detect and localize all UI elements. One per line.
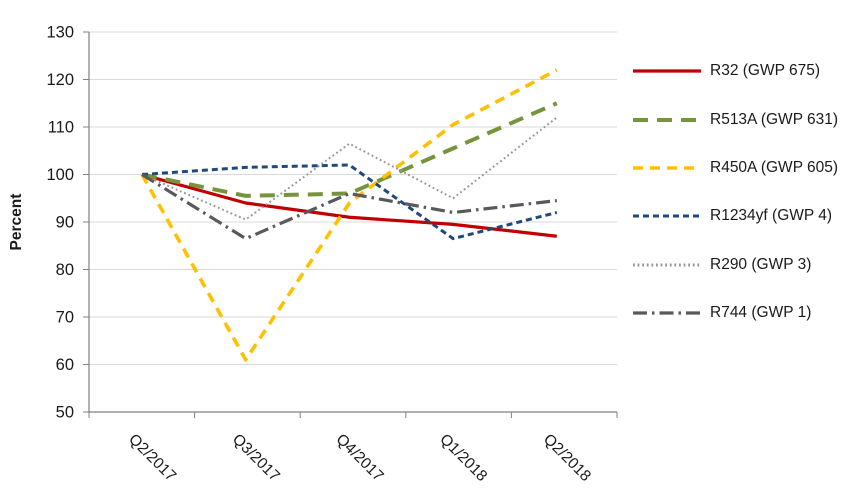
legend-label: R450A (GWP 605) [710, 158, 839, 176]
x-tick-label: Q1/2018 [436, 431, 490, 485]
legend-item: R32 (GWP 675) [630, 47, 845, 95]
legend-line-swatch [633, 263, 701, 267]
x-tick-label: Q3/2017 [229, 431, 283, 485]
legend-label: R513A (GWP 631) [710, 110, 839, 128]
y-tick-label: 130 [46, 24, 74, 42]
legend-item: R290 (GWP 3) [630, 241, 845, 289]
series-line-R513A [141, 101, 558, 198]
y-tick-label: 120 [46, 71, 74, 89]
y-tick-label: 90 [56, 214, 74, 232]
y-tick-label: 50 [56, 404, 74, 422]
legend-item: R744 (GWP 1) [630, 289, 845, 337]
legend-item: R513A (GWP 631) [630, 95, 845, 143]
legend-line-swatch [633, 214, 701, 218]
y-tick-label: 100 [46, 166, 74, 184]
legend-item: R1234yf (GWP 4) [630, 192, 845, 240]
legend-label: R290 (GWP 3) [710, 255, 812, 273]
legend-label: R32 (GWP 675) [710, 62, 820, 80]
x-tick-label: Q2/2017 [125, 431, 179, 485]
series-line-R32 [141, 172, 557, 238]
legend-line-swatch [633, 166, 701, 170]
y-tick-label: 70 [56, 309, 74, 327]
x-tick-label: Q4/2017 [333, 431, 387, 485]
y-tick-label: 110 [48, 119, 74, 137]
legend-item: R450A (GWP 605) [630, 144, 845, 192]
chart-legend: R32 (GWP 675) R513A (GWP 631) R450A (GWP 6… [630, 47, 845, 337]
y-axis-title: Percent [8, 193, 25, 251]
legend-line-swatch [633, 311, 701, 315]
y-tick-label: 80 [56, 261, 74, 279]
legend-line-swatch [633, 117, 701, 122]
legend-label: R744 (GWP 1) [710, 304, 812, 322]
y-tick-label: 60 [56, 356, 74, 374]
series-line-R290 [141, 116, 558, 221]
legend-label: R1234yf (GWP 4) [710, 207, 833, 225]
legend-line-swatch [633, 69, 701, 73]
series-line-R1234yf [141, 163, 558, 241]
x-tick-label: Q2/2018 [540, 431, 594, 485]
series-line-R450A [140, 68, 558, 362]
series-line-R744 [141, 173, 557, 241]
